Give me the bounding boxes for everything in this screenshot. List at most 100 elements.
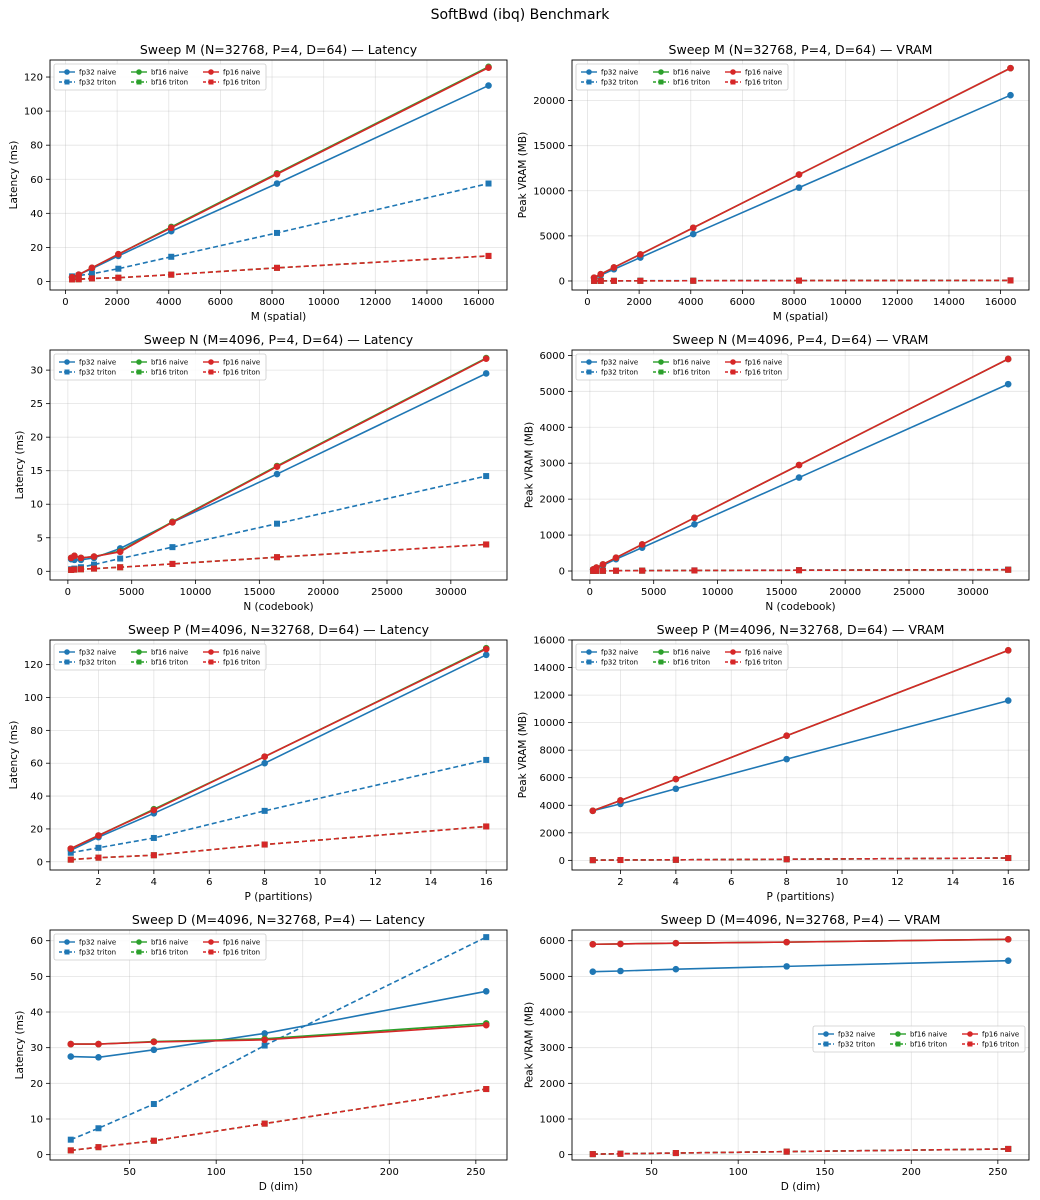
subplot-1: Sweep M (N=32768, P=4, D=64) — Latency 0 2… bbox=[8, 42, 508, 323]
y-tick-label: 0 bbox=[37, 567, 43, 578]
legend-label: bf16 naive bbox=[151, 69, 188, 77]
x-tick-label: 2 bbox=[617, 877, 623, 888]
x-tick-label: 20000 bbox=[307, 587, 339, 598]
y-tick-label: 2000 bbox=[540, 828, 565, 839]
legend-marker-fp16-triton bbox=[208, 659, 214, 665]
legend-marker-fp32-naive bbox=[64, 939, 70, 945]
y-tick-label: 15 bbox=[30, 466, 43, 477]
y-tick-label: 40 bbox=[30, 792, 43, 803]
data-point-fp32-naive bbox=[795, 474, 803, 481]
x-axis-label: M (spatial) bbox=[251, 311, 307, 323]
x-tick-label: 8 bbox=[261, 877, 267, 888]
y-tick-label: 30 bbox=[30, 366, 43, 377]
data-point-fp32-triton bbox=[485, 180, 492, 187]
data-point-fp16-naive bbox=[1004, 355, 1012, 363]
data-point-fp16-naive bbox=[612, 554, 620, 562]
y-tick-label: 4000 bbox=[540, 801, 565, 812]
x-tick-label: 5000 bbox=[641, 587, 666, 598]
legend: fp32 naive bf16 naive fp16 naive fp32 trito… bbox=[53, 353, 267, 381]
x-tick-label: 150 bbox=[815, 1167, 834, 1178]
x-tick-label: 10 bbox=[314, 877, 327, 888]
legend-label: bf16 naive bbox=[673, 69, 710, 77]
data-point-fp16-naive bbox=[261, 1036, 268, 1044]
x-tick-label: 150 bbox=[293, 1167, 312, 1178]
data-point-fp16-naive bbox=[589, 807, 597, 815]
legend-marker-bf16-triton bbox=[658, 369, 664, 375]
legend-label: bf16 naive bbox=[910, 1031, 947, 1039]
legend-label: fp16 naive bbox=[223, 69, 260, 77]
legend-marker-fp32-triton bbox=[64, 79, 70, 85]
legend-label: bf16 triton bbox=[673, 659, 710, 667]
data-point-fp16-triton bbox=[95, 854, 102, 861]
data-point-fp32-naive bbox=[689, 230, 697, 238]
y-tick-label: 15000 bbox=[533, 141, 565, 152]
y-axis-label: Peak VRAM (MB) bbox=[523, 422, 535, 508]
y-tick-label: 6000 bbox=[540, 773, 565, 784]
series-line-fp16-triton bbox=[72, 255, 489, 281]
legend: fp32 naive bf16 naive fp16 naive fp32 trito… bbox=[812, 1025, 1026, 1053]
legend-marker-fp16-naive bbox=[208, 69, 214, 75]
x-tick-label: 12 bbox=[891, 877, 904, 888]
x-tick-label: 250 bbox=[988, 1167, 1007, 1178]
data-point-fp16-naive bbox=[638, 541, 646, 548]
y-tick-label: 40 bbox=[30, 1008, 43, 1019]
data-point-fp16-triton bbox=[589, 857, 596, 864]
legend-label: bf16 triton bbox=[151, 369, 188, 377]
x-tick-label: 6000 bbox=[730, 297, 755, 308]
x-tick-label: 10000 bbox=[702, 587, 734, 598]
x-tick-label: 5000 bbox=[119, 587, 144, 598]
data-point-fp16-triton bbox=[1007, 277, 1014, 284]
legend-marker-bf16-naive bbox=[136, 359, 142, 365]
y-axis-label: Latency (ms) bbox=[14, 1011, 26, 1080]
y-tick-label: 60 bbox=[30, 759, 43, 770]
x-tick-label: 8000 bbox=[781, 297, 806, 308]
data-point-fp16-triton bbox=[95, 1144, 102, 1151]
legend-label: bf16 naive bbox=[151, 359, 188, 367]
data-point-fp16-naive bbox=[482, 355, 490, 363]
series-line-bf16-naive bbox=[70, 647, 487, 850]
data-point-fp16-triton bbox=[67, 856, 74, 863]
data-point-fp16-naive bbox=[95, 1040, 102, 1048]
y-tick-label: 14000 bbox=[533, 663, 565, 674]
x-tick-label: 0 bbox=[587, 587, 593, 598]
y-tick-label: 5 bbox=[37, 533, 43, 544]
series-line-fp32-naive bbox=[593, 94, 1011, 279]
data-point-fp32-naive bbox=[672, 965, 680, 973]
data-point-fp16-triton bbox=[150, 1137, 157, 1144]
y-axis-label: Peak VRAM (MB) bbox=[517, 132, 529, 218]
legend-marker-fp16-naive bbox=[730, 649, 736, 655]
legend-marker-fp16-naive bbox=[208, 649, 214, 655]
y-tick-label: 20 bbox=[30, 243, 43, 254]
series-line-fp16-triton bbox=[70, 825, 487, 861]
legend-label: fp16 naive bbox=[223, 939, 260, 947]
y-tick-label: 10000 bbox=[533, 718, 565, 729]
legend-label: fp32 triton bbox=[601, 79, 638, 87]
y-tick-label: 4000 bbox=[540, 1008, 565, 1019]
series-line-fp16-naive bbox=[70, 358, 487, 559]
grid bbox=[50, 640, 507, 870]
data-point-fp16-triton bbox=[68, 566, 75, 573]
x-tick-label: 25000 bbox=[893, 587, 925, 598]
x-tick-label: 2000 bbox=[626, 297, 651, 308]
data-point-fp32-triton bbox=[483, 473, 490, 480]
legend-marker-fp32-naive bbox=[586, 359, 592, 365]
series-line-fp16-naive bbox=[71, 66, 489, 278]
series-line-fp16-triton bbox=[70, 1088, 487, 1152]
subplot-title: Sweep P (M=4096, N=32768, D=64) — Latenc… bbox=[128, 622, 430, 637]
data-point-fp16-triton bbox=[590, 567, 597, 574]
legend: fp32 naive bf16 naive fp16 naive fp32 trito… bbox=[575, 63, 789, 91]
legend-marker-fp16-triton bbox=[208, 369, 214, 375]
legend-label: bf16 naive bbox=[151, 939, 188, 947]
legend-marker-fp16-naive bbox=[208, 359, 214, 365]
data-point-fp16-triton bbox=[168, 271, 175, 278]
grid bbox=[50, 350, 507, 580]
series-group bbox=[590, 64, 1014, 284]
y-tick-label: 80 bbox=[30, 726, 43, 737]
data-point-fp16-naive bbox=[795, 461, 803, 469]
series-group bbox=[67, 934, 490, 1154]
legend-label: fp32 naive bbox=[838, 1031, 875, 1039]
x-tick-label: 15000 bbox=[765, 587, 797, 598]
x-tick-label: 100 bbox=[729, 1167, 748, 1178]
legend-label: fp32 triton bbox=[79, 659, 116, 667]
series-line-bf16-naive bbox=[70, 1022, 487, 1045]
